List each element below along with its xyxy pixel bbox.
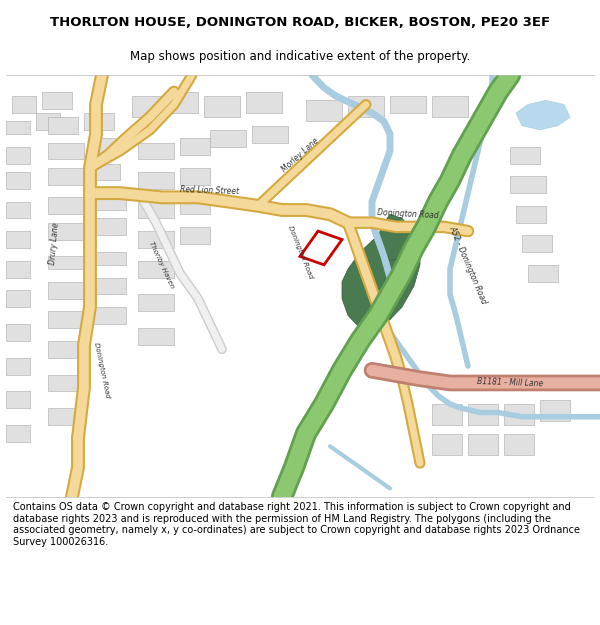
Polygon shape (48, 142, 84, 159)
Text: THORLTON HOUSE, DONINGTON ROAD, BICKER, BOSTON, PE20 3EF: THORLTON HOUSE, DONINGTON ROAD, BICKER, … (50, 16, 550, 29)
Polygon shape (90, 307, 126, 324)
Polygon shape (90, 138, 120, 155)
Polygon shape (48, 222, 84, 239)
Polygon shape (90, 278, 126, 294)
Text: Drury Lane: Drury Lane (47, 222, 61, 265)
Polygon shape (36, 113, 60, 130)
Polygon shape (390, 96, 426, 113)
Polygon shape (90, 193, 126, 210)
Polygon shape (6, 290, 30, 307)
Polygon shape (6, 357, 30, 374)
Polygon shape (138, 328, 174, 345)
Polygon shape (6, 425, 30, 442)
Text: Thorlby Haven: Thorlby Haven (148, 241, 176, 289)
Polygon shape (90, 218, 126, 235)
Polygon shape (522, 235, 552, 252)
Polygon shape (6, 324, 30, 341)
Polygon shape (12, 96, 36, 113)
Polygon shape (510, 147, 540, 164)
Polygon shape (432, 434, 462, 455)
Polygon shape (252, 126, 288, 142)
Polygon shape (48, 118, 78, 134)
Polygon shape (6, 147, 30, 164)
Text: Donington Road: Donington Road (377, 208, 439, 221)
Polygon shape (246, 92, 282, 113)
Polygon shape (90, 252, 126, 265)
Polygon shape (366, 214, 420, 261)
Polygon shape (540, 400, 570, 421)
Text: Morley Lane: Morley Lane (280, 136, 320, 174)
Polygon shape (180, 227, 210, 244)
Polygon shape (138, 142, 174, 159)
Polygon shape (204, 96, 240, 118)
Polygon shape (180, 168, 210, 185)
Text: A52 - Donington Road: A52 - Donington Road (448, 224, 488, 305)
Text: B1181 - Mill Lane: B1181 - Mill Lane (477, 378, 543, 389)
Polygon shape (432, 404, 462, 425)
Text: Donington Road: Donington Road (93, 342, 111, 399)
Polygon shape (48, 374, 84, 391)
Text: Contains OS data © Crown copyright and database right 2021. This information is : Contains OS data © Crown copyright and d… (13, 502, 580, 547)
Polygon shape (138, 231, 174, 248)
Polygon shape (6, 231, 30, 248)
Polygon shape (306, 100, 342, 121)
Polygon shape (504, 404, 534, 425)
Text: Map shows position and indicative extent of the property.: Map shows position and indicative extent… (130, 50, 470, 62)
Polygon shape (132, 96, 162, 118)
Polygon shape (90, 164, 120, 181)
Polygon shape (516, 206, 546, 222)
Polygon shape (468, 434, 498, 455)
Polygon shape (180, 138, 210, 155)
Polygon shape (348, 96, 384, 118)
Text: Donington Road: Donington Road (287, 225, 313, 279)
Text: Red Lion Street: Red Lion Street (181, 186, 239, 196)
Polygon shape (6, 391, 30, 408)
Polygon shape (48, 341, 84, 357)
Polygon shape (180, 198, 210, 214)
Polygon shape (138, 261, 174, 278)
Polygon shape (6, 121, 30, 134)
Polygon shape (42, 92, 72, 109)
Polygon shape (210, 130, 246, 147)
Polygon shape (504, 434, 534, 455)
Polygon shape (48, 198, 84, 214)
Polygon shape (516, 100, 570, 130)
Polygon shape (342, 235, 420, 328)
Polygon shape (432, 96, 468, 118)
Polygon shape (138, 172, 174, 189)
Polygon shape (468, 404, 498, 425)
Polygon shape (48, 256, 84, 269)
Polygon shape (168, 92, 198, 113)
Polygon shape (84, 113, 114, 130)
Polygon shape (48, 168, 84, 185)
Polygon shape (6, 261, 30, 278)
Polygon shape (48, 282, 84, 299)
Polygon shape (48, 408, 84, 425)
Polygon shape (138, 201, 174, 218)
Polygon shape (6, 201, 30, 218)
Polygon shape (138, 294, 174, 311)
Polygon shape (510, 176, 546, 193)
Polygon shape (6, 172, 30, 189)
Polygon shape (528, 265, 558, 282)
Polygon shape (48, 311, 84, 328)
